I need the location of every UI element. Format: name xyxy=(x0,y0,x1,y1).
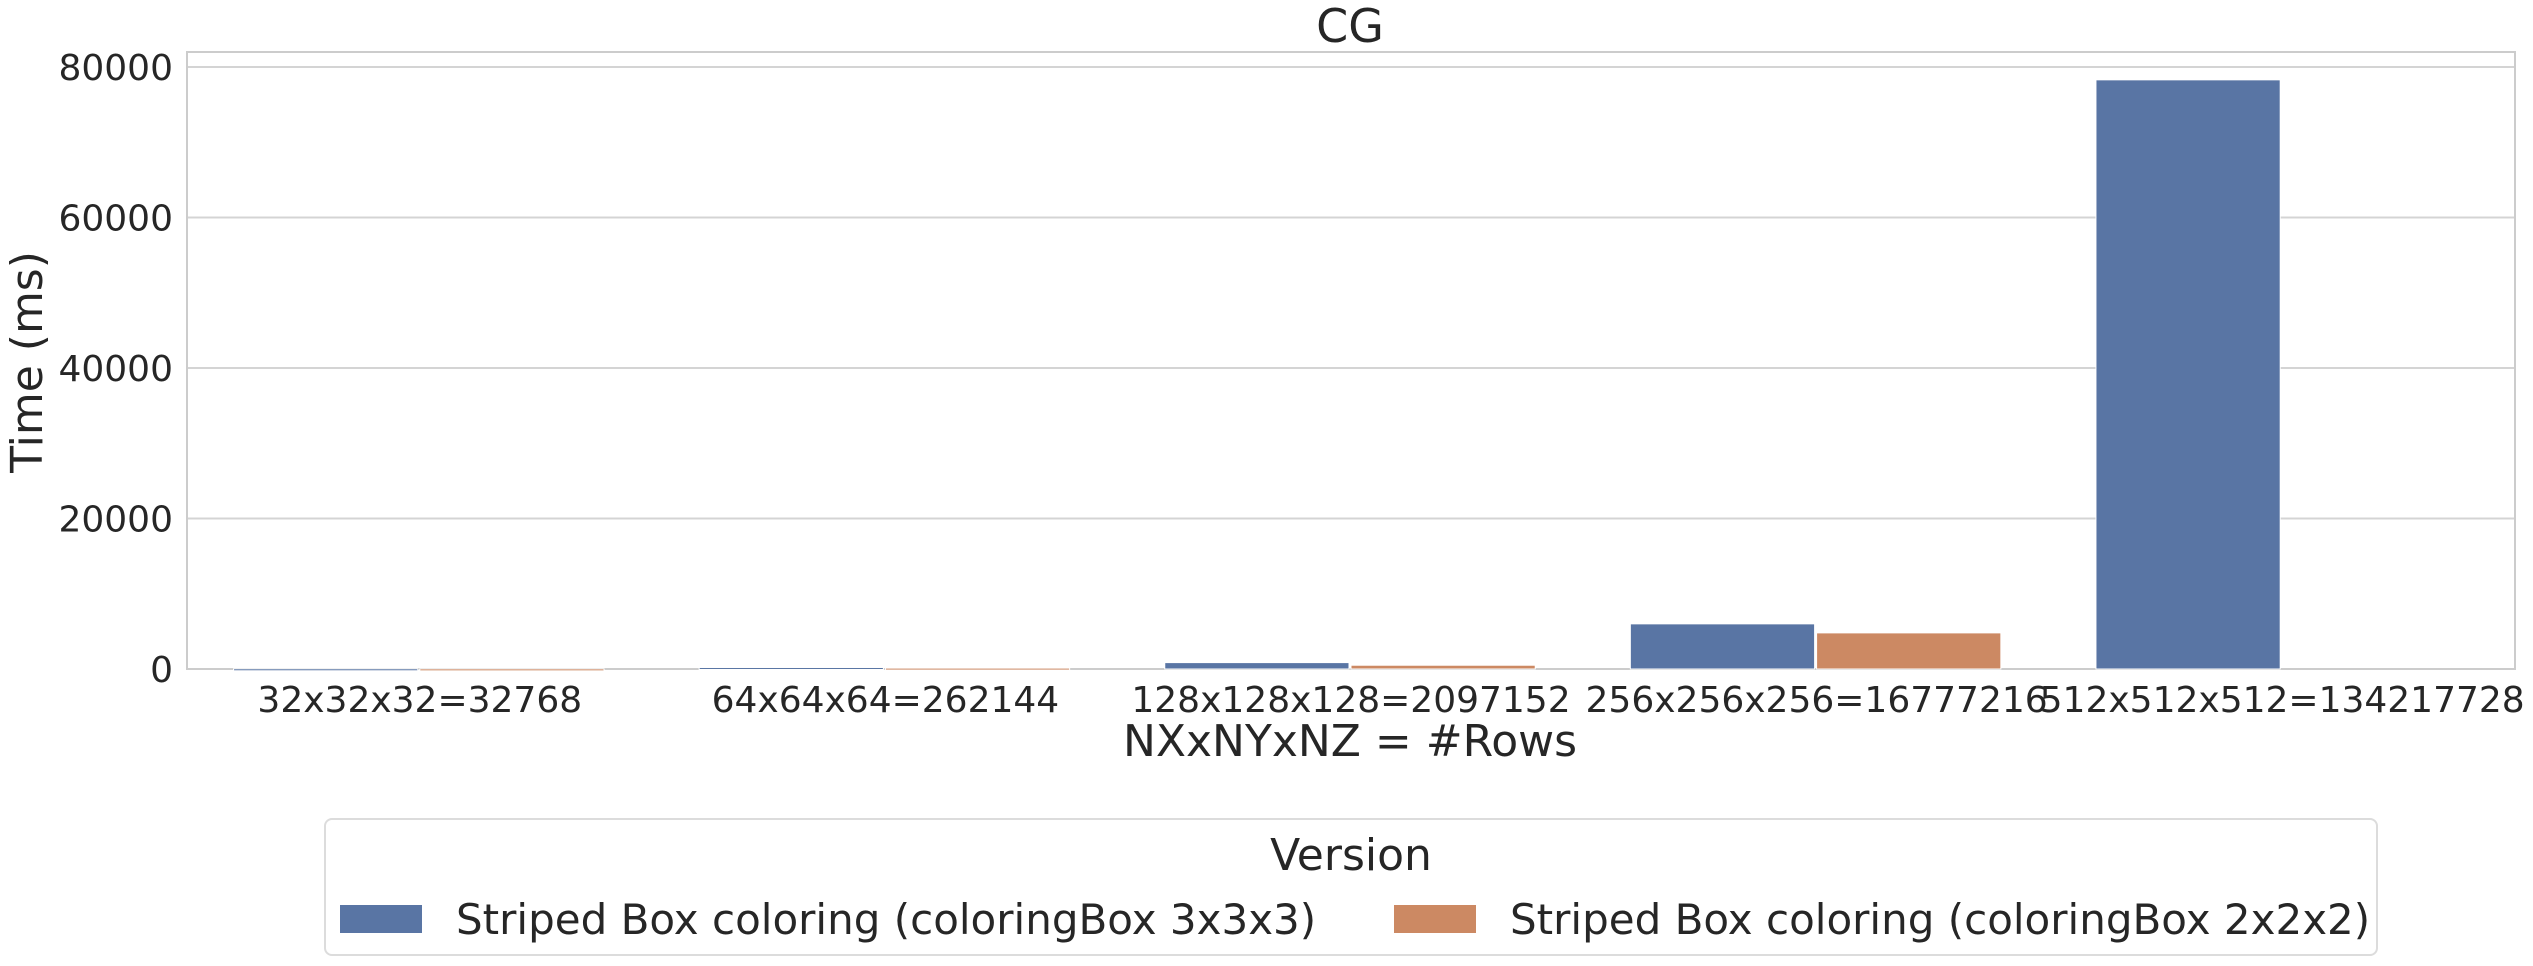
bar-series-2-0 xyxy=(419,668,605,672)
bars xyxy=(233,79,2281,672)
legend-item-series-1: Striped Box coloring (coloringBox 3x3x3) xyxy=(340,894,1316,944)
bar-series-1-3 xyxy=(1629,623,1816,670)
legend-label-series-2: Striped Box coloring (coloringBox 2x2x2) xyxy=(1510,894,2371,944)
legend-item-series-2: Striped Box coloring (coloringBox 2x2x2) xyxy=(1394,894,2370,944)
bar-series-2-2 xyxy=(1350,664,1536,670)
bar-series-1-1 xyxy=(698,666,884,670)
y-tick-label: 40000 xyxy=(58,349,173,390)
legend-label-series-1: Striped Box coloring (coloringBox 3x3x3) xyxy=(456,894,1317,944)
bar-series-2-1 xyxy=(884,667,1071,671)
legend-title: Version xyxy=(1270,830,1432,881)
bar-series-1-0 xyxy=(233,668,419,672)
y-tick-label: 20000 xyxy=(58,500,173,541)
bar-series-1-4 xyxy=(2095,79,2281,670)
legend-swatch-series-1 xyxy=(340,905,422,933)
bar-series-1-2 xyxy=(1164,662,1350,670)
y-tick-label: 80000 xyxy=(58,48,173,89)
x-tick-label: 128x128x128=2097152 xyxy=(1131,680,1570,721)
y-axis-label: Time (ms) xyxy=(2,251,53,474)
x-tick-label: 512x512x512=134217728 xyxy=(2040,680,2525,721)
x-tick-label: 32x32x32=32768 xyxy=(257,680,582,721)
legend: Version Striped Box coloring (coloringBo… xyxy=(324,818,2378,956)
y-tick-label: 0 xyxy=(150,650,173,691)
chart-title: CG xyxy=(1316,0,1384,53)
x-axis-ticks: 32x32x32=32768 64x64x64=262144 128x128x128… xyxy=(257,680,2524,721)
legend-swatch-series-2 xyxy=(1394,905,1476,933)
x-tick-label: 256x256x256=16777216 xyxy=(1586,680,2048,721)
y-tick-label: 60000 xyxy=(58,199,173,240)
bar-series-2-3 xyxy=(1816,632,2002,670)
y-axis-ticks: 0 20000 40000 60000 80000 xyxy=(58,48,173,691)
x-tick-label: 64x64x64=262144 xyxy=(712,680,1060,721)
x-axis-label: NXxNYxNZ = #Rows xyxy=(1123,716,1577,767)
